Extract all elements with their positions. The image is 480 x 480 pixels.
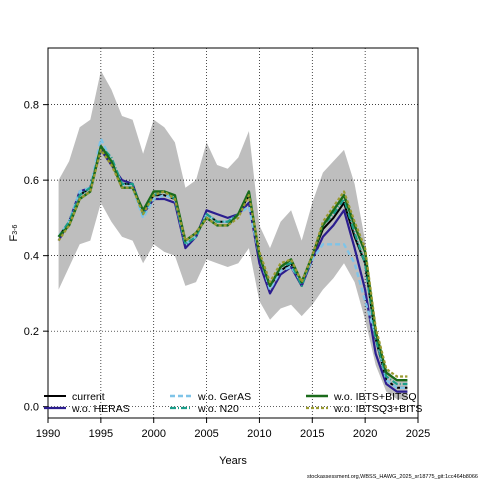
confidence-band — [58, 70, 408, 400]
series-line-3 — [57, 145, 408, 386]
legend-label-0: current — [72, 391, 105, 403]
legend-label-3: w.o. N20 — [197, 403, 239, 415]
legend-label-1: w.o. HERAS — [71, 403, 130, 415]
legend-label-4: w.o. IBTS+BITSQ — [333, 391, 417, 403]
legend-label-5: w.o. IBTSQ3+BITS — [333, 403, 422, 415]
x-tick-label-1990: 1990 — [36, 428, 60, 440]
y-tick-label-4: 0.8 — [24, 100, 39, 112]
x-tick-label-2025: 2025 — [406, 428, 430, 440]
y-axis-title: F3-6 — [8, 224, 20, 241]
y-tick-label-1: 0.2 — [24, 326, 39, 338]
x-tick-label-2015: 2015 — [300, 428, 324, 440]
plot-frame — [47, 47, 419, 419]
tick-layer: 1990 1995 2000 2005 2010 2015 2020 2025 0.0 0.2 0.… — [24, 100, 431, 440]
x-tick-label-1995: 1995 — [89, 428, 113, 440]
series-layer — [57, 137, 408, 393]
x-tick-label-2020: 2020 — [353, 428, 377, 440]
confidence-band-layer — [58, 70, 408, 400]
x-tick-label-2010: 2010 — [247, 428, 271, 440]
x-tick-label-2000: 2000 — [141, 428, 165, 440]
series-line-5 — [57, 148, 408, 378]
y-tick-label-2: 0.4 — [24, 251, 39, 263]
y-axis-title-main: F — [8, 234, 20, 241]
footer-source-text: stockassessment.org,WBSS_HAWG_2025_sr187… — [307, 474, 478, 480]
x-axis-title: Years — [219, 455, 247, 467]
y-axis-title-sub: 3-6 — [12, 224, 19, 234]
x-tick-label-2005: 2005 — [194, 428, 218, 440]
y-tick-label-0: 0.0 — [24, 402, 39, 414]
legend-label-2: w.o. GerAS — [197, 391, 251, 403]
y-tick-label-3: 0.6 — [24, 175, 39, 187]
